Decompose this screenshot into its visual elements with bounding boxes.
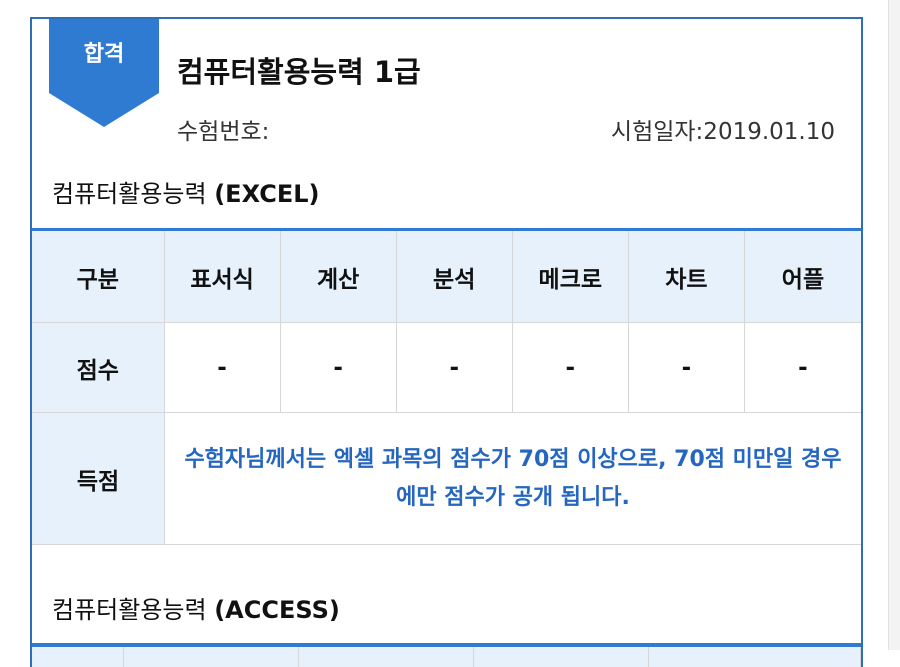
- header-cell-format: 표서식: [165, 231, 281, 322]
- access-header-cell: [124, 647, 299, 667]
- access-header-cell: [299, 647, 474, 667]
- section-subject: (ACCESS): [214, 596, 340, 624]
- header-cell-app: 어플: [781, 266, 825, 293]
- score-cell: -: [281, 323, 397, 412]
- access-header-cell: [649, 647, 861, 667]
- points-label-cell: 득점: [32, 413, 165, 544]
- score-cell: -: [513, 323, 629, 412]
- header-cell-analysis: 분석: [397, 231, 513, 322]
- access-header-cell: [474, 647, 649, 667]
- section-subject: (EXCEL): [214, 180, 320, 208]
- access-table-header-row: [32, 647, 861, 667]
- header-cell-category: 구분: [32, 231, 165, 322]
- score-label-cell: 점수: [32, 323, 165, 412]
- excel-section-title: 컴퓨터활용능력 (EXCEL): [52, 174, 319, 209]
- table-row: 점수 - - - - - -: [32, 323, 861, 413]
- section-name: 컴퓨터활용능력: [52, 596, 207, 624]
- access-table-top-border: [32, 643, 861, 647]
- ribbon-icon: [49, 19, 159, 127]
- exam-number-label: 수험번호:: [177, 119, 270, 145]
- header-cell-macro: 메크로: [513, 231, 629, 322]
- exam-result-card: 합격 컴퓨터활용능력 1급 수험번호: 시험일자:2019.01.10 컴퓨터활…: [30, 17, 863, 667]
- section-name: 컴퓨터활용능력: [52, 180, 207, 208]
- exam-title: 컴퓨터활용능력 1급: [177, 55, 421, 89]
- pass-badge: 합격: [49, 19, 159, 127]
- access-header-cell: [32, 647, 124, 667]
- header-cell-calc: 계산: [281, 231, 397, 322]
- header-cell-chart: 차트: [629, 231, 745, 322]
- score-notice: 수험자님께서는 엑셀 과목의 점수가 70점 이상으로, 70점 미만일 경우에…: [184, 446, 842, 510]
- access-section-title: 컴퓨터활용능력 (ACCESS): [52, 590, 340, 625]
- score-cell: -: [798, 354, 808, 381]
- table-header-row: 구분 표서식 계산 분석 메크로 차트 어플: [32, 231, 861, 323]
- page-scrollbar[interactable]: [888, 0, 900, 650]
- score-cell: -: [397, 323, 513, 412]
- score-cell: -: [165, 323, 281, 412]
- table-row: 득점 수험자님께서는 엑셀 과목의 점수가 70점 이상으로, 70점 미만일 …: [32, 413, 861, 545]
- exam-date: 시험일자:2019.01.10: [610, 119, 835, 145]
- score-cell: -: [629, 323, 745, 412]
- pass-badge-label: 합격: [83, 42, 125, 67]
- excel-score-table: 구분 표서식 계산 분석 메크로 차트 어플 점수 - - - - - - 득점…: [32, 228, 861, 545]
